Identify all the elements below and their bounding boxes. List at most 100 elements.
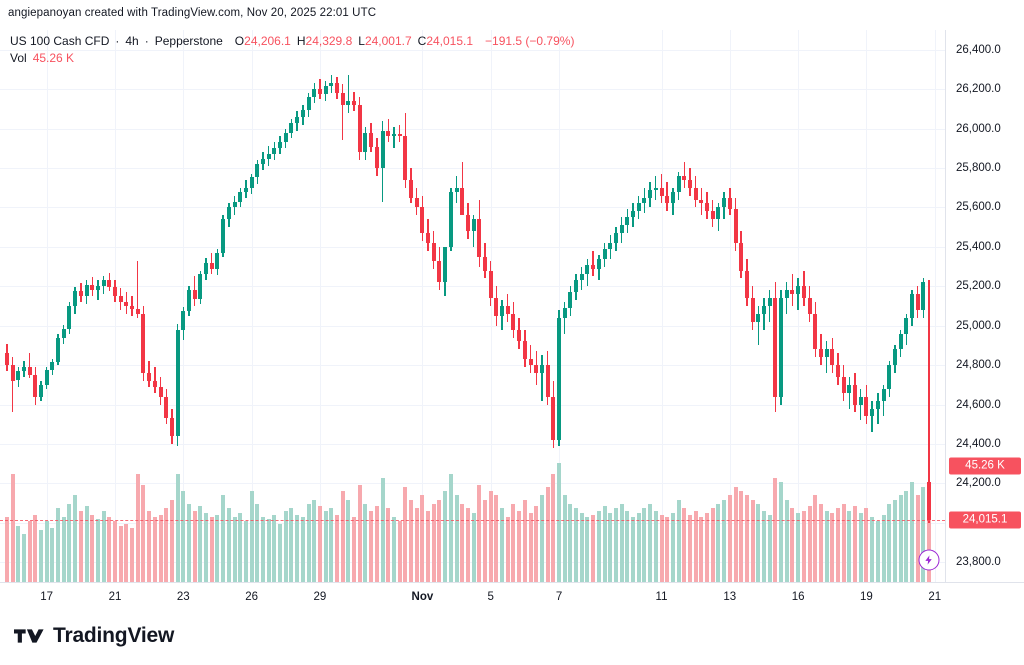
volume-bar bbox=[665, 517, 670, 582]
candle-body bbox=[779, 298, 784, 397]
candle-body bbox=[636, 203, 641, 212]
candle-body bbox=[112, 287, 117, 297]
time-axis[interactable]: 17 21 23 26 29 Nov 5 7 11 13 16 19 21 bbox=[0, 582, 1024, 613]
candle-body bbox=[642, 197, 647, 204]
volume-bar bbox=[221, 495, 226, 582]
volume-bar bbox=[147, 510, 152, 582]
candle-body bbox=[841, 376, 846, 393]
candle-body bbox=[261, 159, 265, 165]
volume-bar bbox=[801, 510, 806, 582]
candle-body bbox=[397, 133, 402, 137]
candle-body bbox=[864, 396, 869, 417]
candle-wick bbox=[763, 298, 765, 330]
candle-body bbox=[830, 349, 835, 366]
volume-bar bbox=[90, 514, 95, 582]
candle-body bbox=[585, 264, 590, 275]
candle-body bbox=[67, 306, 72, 329]
candle-body bbox=[602, 248, 607, 259]
candle-body bbox=[152, 380, 157, 387]
volume-bar bbox=[10, 473, 15, 582]
candle-body bbox=[283, 132, 288, 143]
candle-body bbox=[226, 207, 231, 220]
volume-bar bbox=[33, 514, 38, 582]
volume-bar bbox=[613, 508, 618, 582]
volume-bar bbox=[67, 504, 72, 582]
volume-bar bbox=[152, 517, 157, 582]
candle-body bbox=[465, 215, 470, 232]
candle-body bbox=[682, 175, 687, 180]
price-axis-tick: 23,800.0 bbox=[956, 556, 1001, 569]
volume-bar bbox=[261, 517, 265, 582]
volume-bar bbox=[545, 486, 550, 582]
candle-body bbox=[238, 191, 243, 202]
volume-bar bbox=[579, 512, 584, 582]
candle-body bbox=[744, 270, 749, 299]
candle-body bbox=[813, 313, 818, 350]
volume-bar bbox=[295, 514, 300, 582]
volume-bar bbox=[187, 504, 191, 582]
candle-body bbox=[693, 187, 698, 200]
volume-bar bbox=[511, 504, 516, 582]
price-axis[interactable]: 26,400.0 26,200.0 26,000.0 25,800.0 25,600.0… bbox=[945, 30, 1024, 582]
legend-symbol[interactable]: US 100 Cash CFD bbox=[10, 34, 110, 48]
candle-body bbox=[750, 298, 755, 322]
candle-body bbox=[147, 373, 152, 381]
legend-exchange: Pepperstone bbox=[154, 34, 223, 48]
chart-container[interactable]: US 100 Cash CFD · 4h · Pepperstone O24,206.1 H… bbox=[0, 30, 1024, 613]
volume-bar bbox=[875, 521, 880, 582]
candle-body bbox=[710, 211, 715, 220]
volume-bar bbox=[403, 486, 408, 582]
candle-body bbox=[340, 93, 345, 105]
volume-bar bbox=[591, 514, 596, 582]
legend-interval[interactable]: 4h bbox=[125, 34, 139, 48]
candle-wick bbox=[11, 357, 14, 413]
legend-high-value: 24,329.8 bbox=[305, 34, 353, 48]
plot-area[interactable] bbox=[0, 30, 945, 582]
legend-separator-1: · bbox=[115, 34, 120, 48]
candle-body bbox=[448, 191, 453, 247]
volume-bar bbox=[927, 483, 932, 582]
price-axis-tick: 25,800.0 bbox=[956, 162, 1001, 174]
grid-line-vertical bbox=[866, 30, 867, 582]
candle-body bbox=[215, 252, 220, 269]
candle-body bbox=[761, 306, 766, 314]
candle-body bbox=[21, 367, 26, 372]
candle-body bbox=[266, 154, 271, 160]
candle-body bbox=[317, 89, 322, 95]
candle-body bbox=[38, 384, 43, 397]
volume-bar bbox=[853, 506, 858, 582]
candle-body bbox=[488, 270, 493, 299]
candle-body bbox=[927, 482, 932, 520]
volume-bar bbox=[175, 473, 180, 582]
volume-bar bbox=[636, 512, 641, 582]
volume-badge[interactable]: 45.26 K bbox=[949, 457, 1021, 475]
price-axis-tick: 25,600.0 bbox=[956, 201, 1001, 214]
volume-bar bbox=[243, 521, 248, 582]
candle-body bbox=[568, 292, 573, 308]
candle-body bbox=[613, 233, 618, 243]
time-axis-tick: 11 bbox=[655, 591, 668, 603]
grid-line bbox=[0, 168, 945, 169]
time-axis-tick: 13 bbox=[723, 591, 737, 603]
volume-bar bbox=[528, 512, 533, 582]
candle-body bbox=[95, 286, 100, 291]
candle-body bbox=[130, 306, 135, 309]
tradingview-logo[interactable]: TradingView bbox=[14, 624, 174, 648]
volume-bar bbox=[232, 517, 237, 582]
volume-bar bbox=[335, 514, 339, 582]
tradingview-mark-icon bbox=[14, 629, 44, 643]
candle-body bbox=[221, 219, 226, 253]
volume-bar bbox=[448, 473, 453, 582]
candle-body bbox=[676, 175, 681, 192]
volume-bar bbox=[710, 508, 715, 582]
candle-body bbox=[847, 384, 852, 393]
candle-body bbox=[192, 290, 197, 300]
volume-bar bbox=[78, 510, 83, 582]
volume-bar bbox=[300, 517, 305, 582]
candle-wick bbox=[461, 162, 463, 196]
last-price-badge[interactable]: 24,015.1 bbox=[949, 511, 1021, 529]
volume-bar bbox=[909, 482, 914, 582]
volume-bar bbox=[557, 462, 562, 582]
lightning-bolt-icon[interactable] bbox=[918, 549, 940, 571]
volume-bar bbox=[534, 506, 539, 582]
